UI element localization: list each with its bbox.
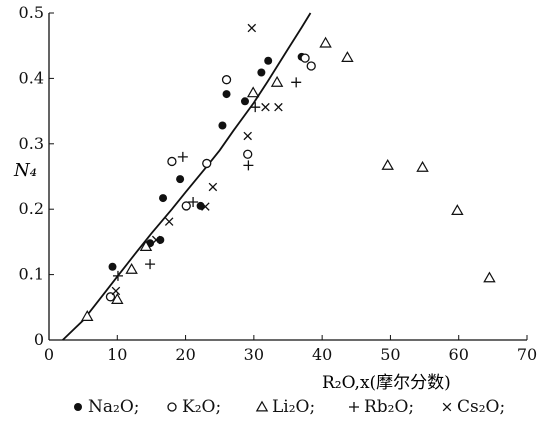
point-cross	[243, 131, 252, 141]
legend-marker-filled-circle	[74, 403, 82, 411]
point-open-triangle	[246, 86, 260, 98]
point-open-circle	[306, 61, 316, 71]
x-tick-label: 40	[312, 345, 332, 364]
point-open-circle	[202, 158, 212, 169]
point-cross	[151, 235, 161, 245]
axis-labels: N₄ R₂O,x(摩尔分数)	[13, 160, 451, 393]
x-tick-label: 0	[44, 345, 54, 364]
y-tick-label: 0.5	[19, 3, 44, 22]
point-filled-circle	[159, 194, 168, 203]
point-cross	[261, 102, 270, 112]
x-tick-label: 60	[449, 345, 469, 364]
y-axis-label: N₄	[13, 160, 37, 181]
legend-marker-cross	[442, 402, 452, 412]
legend-label: Li₂O;	[272, 397, 315, 417]
fitted-curve	[62, 12, 312, 341]
legend: Na₂O; K₂O; Li₂O; Rb₂O; Cs₂O;	[74, 397, 505, 417]
point-cross	[274, 102, 283, 112]
point-open-triangle	[381, 158, 394, 170]
point-open-triangle	[416, 160, 429, 172]
point-plus	[243, 160, 254, 171]
x-tick-label: 70	[517, 345, 537, 364]
point-filled-circle	[218, 121, 227, 130]
y-tick-label: 0	[34, 330, 44, 349]
x-tick-label: 30	[244, 345, 264, 364]
point-filled-circle	[257, 68, 266, 77]
legend-label: Rb₂O;	[364, 397, 414, 417]
point-open-circle	[221, 75, 232, 85]
y-tick-label: 0.2	[19, 199, 44, 218]
y-tick-label: 0.3	[19, 134, 44, 153]
point-open-triangle	[319, 36, 332, 48]
x-axis-label: R₂O,x(摩尔分数)	[322, 373, 451, 393]
point-plus	[112, 270, 123, 281]
point-open-triangle	[81, 310, 94, 321]
point-open-circle	[167, 156, 177, 167]
point-cross	[164, 217, 174, 226]
point-open-triangle	[139, 240, 153, 251]
data-points	[81, 23, 496, 321]
point-filled-circle	[156, 235, 165, 244]
axes: 0 10 20 30 40 50 60 70 0.1 0.2 0.3 0.4 0.5 0	[19, 3, 538, 364]
point-cross	[208, 182, 218, 192]
x-tick-label: 20	[175, 345, 195, 364]
point-filled-circle	[264, 56, 273, 65]
point-filled-circle	[222, 90, 231, 99]
point-plus	[250, 102, 261, 113]
legend-label: K₂O;	[182, 397, 221, 417]
point-plus	[145, 259, 156, 270]
point-open-circle	[181, 201, 191, 211]
point-filled-circle	[176, 175, 185, 184]
x-tick-label: 10	[107, 345, 127, 364]
fitted-curve-line	[62, 12, 312, 341]
point-cross	[201, 202, 210, 211]
point-plus	[177, 151, 188, 162]
point-open-circle	[243, 149, 253, 159]
point-cross	[247, 23, 257, 33]
legend-label: Na₂O;	[88, 397, 140, 417]
legend-marker-open-triangle	[255, 400, 269, 412]
point-open-triangle	[125, 262, 138, 274]
point-open-triangle	[451, 204, 464, 216]
point-open-circle	[300, 53, 310, 63]
point-plus	[291, 77, 302, 88]
y-tick-label: 0.4	[19, 68, 44, 87]
point-plus	[188, 197, 199, 208]
point-cross	[111, 286, 121, 296]
point-open-triangle	[270, 75, 284, 87]
point-filled-circle	[108, 262, 117, 271]
point-open-triangle	[341, 51, 354, 62]
point-open-triangle	[111, 293, 124, 304]
legend-label: Cs₂O;	[457, 397, 505, 417]
legend-marker-open-circle	[167, 402, 177, 412]
point-open-triangle	[483, 271, 496, 283]
y-tick-label: 0.1	[19, 265, 44, 284]
legend-marker-plus	[349, 402, 359, 412]
point-filled-circle	[240, 97, 249, 106]
x-tick-label: 50	[380, 345, 400, 364]
